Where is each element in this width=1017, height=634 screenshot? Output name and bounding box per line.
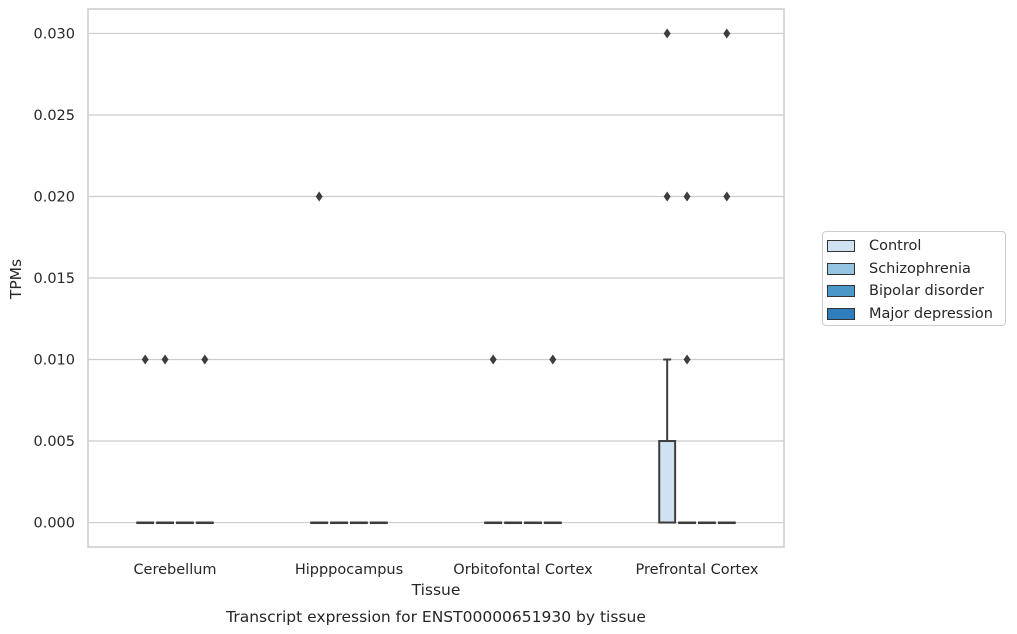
y-tick-label: 0.005 [33, 434, 75, 450]
plot-frame [87, 8, 785, 548]
x-axis-label: Tissue [411, 581, 461, 599]
box-control [310, 191, 329, 525]
box-major-depression [369, 521, 388, 525]
legend-swatch [827, 307, 855, 320]
x-tick-label: Hipppocampus [295, 562, 403, 578]
box-schizophrenia [678, 191, 697, 525]
y-tick-label: 0.020 [33, 189, 75, 205]
legend-label: Major depression [869, 305, 993, 322]
box-major-depression [195, 354, 214, 525]
outlier-point [663, 28, 671, 39]
box-body [658, 440, 677, 524]
outlier-point [723, 191, 731, 202]
legend-item: Control [827, 235, 1001, 258]
outlier-point [723, 28, 731, 39]
x-tick-label: Prefrontal Cortex [636, 562, 759, 578]
legend-swatch [827, 262, 855, 275]
y-tick-label: 0.030 [33, 26, 75, 42]
legend-label: Control [869, 238, 922, 255]
box-bipolar-disorder [523, 521, 542, 525]
box-bipolar-disorder [349, 521, 368, 525]
outlier-point [489, 354, 497, 365]
box-plot-series [136, 28, 736, 525]
outlier-point [315, 191, 323, 202]
legend-item: Bipolar disorder [827, 280, 1001, 303]
legend-swatch [827, 240, 855, 253]
box-control [484, 354, 503, 525]
chart-title: Transcript expression for ENST0000065193… [225, 608, 646, 626]
outlier-point [663, 191, 671, 202]
outlier-point [161, 354, 169, 365]
outlier-point [683, 354, 691, 365]
outlier-point [549, 354, 557, 365]
plot-border [87, 8, 785, 548]
outlier-point [141, 354, 149, 365]
legend-label: Bipolar disorder [869, 283, 984, 300]
gridlines [88, 32, 784, 524]
box-control [658, 28, 677, 524]
legend-item: Schizophrenia [827, 258, 1001, 281]
outlier-point [683, 191, 691, 202]
legend-item: Major depression [827, 303, 1001, 326]
y-tick-label: 0.000 [33, 516, 75, 532]
box-bipolar-disorder [175, 521, 194, 525]
legend-swatch [827, 285, 855, 298]
y-tick-label: 0.010 [33, 353, 75, 369]
outlier-point [201, 354, 209, 365]
x-tick-label: Cerebellum [133, 562, 216, 578]
box-major-depression [717, 28, 736, 525]
y-tick-label: 0.015 [33, 271, 75, 287]
box-control [136, 354, 155, 525]
legend-label: Schizophrenia [869, 260, 971, 277]
box-major-depression [543, 354, 562, 525]
x-tick-label: Orbitofontal Cortex [453, 562, 593, 578]
y-tick-label: 0.025 [33, 108, 75, 124]
box-schizophrenia [330, 521, 349, 525]
box-schizophrenia [504, 521, 523, 525]
box-bipolar-disorder [697, 521, 716, 525]
y-axis-label: TPMs [7, 259, 25, 300]
box-schizophrenia [156, 354, 175, 525]
axis-ticks: 0.000 0.005 0.010 0.015 0.020 0.025 0.030 Cereb… [33, 26, 758, 578]
legend: Control Schizophrenia Bipolar disorder Majo… [822, 231, 1006, 326]
